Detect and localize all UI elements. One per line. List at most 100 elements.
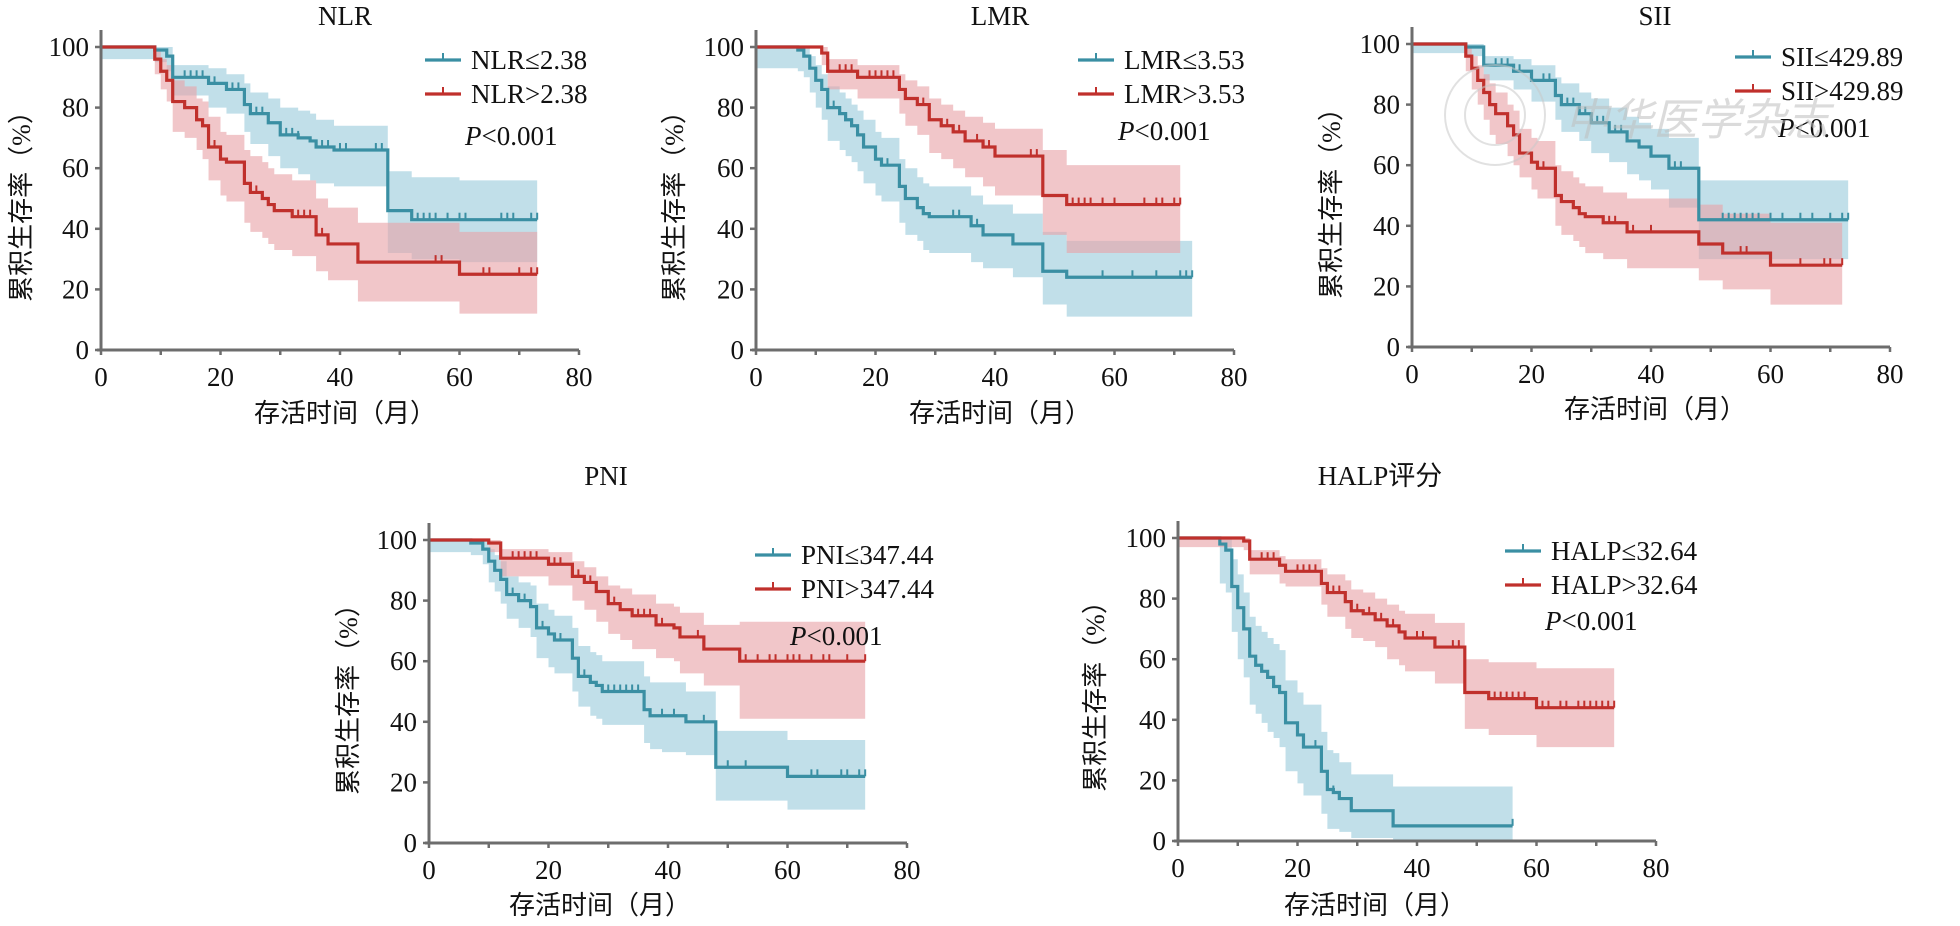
y-tick-label: 20 (62, 274, 89, 304)
y-tick-label: 0 (1387, 332, 1401, 362)
ci-band-high-group (429, 540, 866, 719)
x-tick-label: 60 (1757, 359, 1784, 389)
y-tick-label: 100 (704, 32, 745, 62)
panel-pni: PNI 存活时间（月） 累积生存率（%） 0 20 40 60 80 100 0 20 40 60… (334, 461, 934, 920)
plot-area (429, 538, 867, 810)
y-axis-label: 累积生存率（%） (1081, 588, 1110, 792)
chart-title: LMR (971, 1, 1030, 31)
p-value-text: <0.001 (482, 121, 558, 151)
legend: LMR≤3.53 LMR>3.53 (1078, 45, 1245, 109)
legend-item: NLR≤2.38 (425, 45, 587, 75)
chart-title: SII (1639, 1, 1672, 31)
legend-item: PNI≤347.44 (755, 540, 934, 570)
p-value-text: <0.001 (1135, 116, 1211, 146)
x-tick-label: 20 (1518, 359, 1545, 389)
p-value-symbol: P (1544, 606, 1562, 636)
y-axis-label: 累积生存率（%） (1317, 95, 1346, 299)
plot-area (101, 45, 539, 314)
panel-halp: HALP评分 存活时间（月） 累积生存率（%） 0 20 40 60 80 100 0 20 4… (1081, 461, 1698, 920)
x-tick-label: 20 (1284, 853, 1311, 883)
p-value-text: <0.001 (1795, 113, 1871, 143)
legend-item: HALP≤32.64 (1505, 536, 1698, 566)
y-tick-label: 20 (1373, 271, 1400, 301)
y-tick-label: 100 (1126, 523, 1167, 553)
x-tick-label: 80 (894, 855, 921, 885)
p-value-symbol: P (789, 621, 807, 651)
y-tick-label: 0 (731, 335, 745, 365)
survival-curve-high-group (101, 45, 538, 276)
legend-label: SII≤429.89 (1781, 42, 1903, 72)
survival-curve-high-group (1178, 536, 1615, 710)
y-tick-label: 0 (76, 335, 90, 365)
legend-label: LMR≤3.53 (1124, 45, 1245, 75)
x-tick-label: 40 (982, 362, 1009, 392)
panel-lmr: LMR 存活时间（月） 累积生存率（%） 0 20 40 60 80 100 0 20 40 60… (660, 1, 1248, 428)
y-tick-label: 60 (1139, 644, 1166, 674)
x-tick-label: 0 (422, 855, 436, 885)
x-tick-label: 0 (94, 362, 108, 392)
x-axis-label: 存活时间（月） (509, 891, 691, 920)
ci-band-low-group (1412, 44, 1849, 260)
journal-watermark: 中华医学杂志 (1444, 64, 1835, 166)
x-tick-label: 60 (1523, 853, 1550, 883)
axes: 0 20 40 60 80 100 0 20 40 60 80 (377, 523, 921, 885)
y-tick-label: 60 (1373, 150, 1400, 180)
p-value-text: <0.001 (1562, 606, 1638, 636)
y-tick-label: 0 (404, 828, 418, 858)
x-tick-label: 40 (1638, 359, 1665, 389)
ci-band-high-group (101, 47, 538, 314)
x-axis-label: 存活时间（月） (909, 399, 1091, 428)
seal-inner-ring (1464, 84, 1526, 146)
survival-curve-low-group (101, 45, 538, 222)
x-tick-label: 0 (749, 362, 763, 392)
y-tick-label: 20 (1139, 765, 1166, 795)
p-value-text: <0.001 (807, 621, 883, 651)
legend-item: SII≤429.89 (1735, 42, 1903, 72)
y-tick-label: 20 (717, 274, 744, 304)
legend-item: PNI>347.44 (755, 574, 934, 604)
y-tick-label: 40 (62, 214, 89, 244)
x-axis-label: 存活时间（月） (254, 399, 436, 428)
y-tick-label: 100 (1360, 29, 1401, 59)
x-axis-label: 存活时间（月） (1284, 891, 1466, 920)
y-tick-label: 0 (1153, 826, 1167, 856)
x-tick-label: 80 (1643, 853, 1670, 883)
legend-label: HALP>32.64 (1551, 570, 1698, 600)
legend-label: NLR>2.38 (471, 79, 587, 109)
seal-icon (1444, 64, 1546, 166)
y-tick-label: 80 (717, 93, 744, 123)
ci-band-high-group (756, 47, 1181, 254)
y-tick-label: 60 (62, 153, 89, 183)
p-value: P<0.001 (464, 121, 557, 151)
x-axis-label: 存活时间（月） (1564, 395, 1746, 424)
x-tick-label: 60 (774, 855, 801, 885)
y-tick-label: 40 (390, 707, 417, 737)
p-value-symbol: P (1777, 113, 1795, 143)
chart-title: PNI (584, 461, 628, 491)
legend: PNI≤347.44 PNI>347.44 (755, 540, 934, 604)
y-tick-label: 40 (1139, 705, 1166, 735)
p-value-symbol: P (1117, 116, 1135, 146)
x-tick-label: 80 (1221, 362, 1248, 392)
legend-label: PNI≤347.44 (801, 540, 934, 570)
y-tick-label: 40 (717, 214, 744, 244)
ci-band-low-group (101, 47, 538, 263)
y-tick-label: 80 (62, 93, 89, 123)
panel-nlr: NLR 存活时间（月） 累积生存率（%） 0 20 40 60 80 100 0 20 40 60… (7, 1, 593, 428)
legend: SII≤429.89 SII>429.89 (1735, 42, 1903, 106)
x-tick-label: 40 (327, 362, 354, 392)
x-tick-label: 20 (207, 362, 234, 392)
y-tick-label: 60 (390, 646, 417, 676)
chart-title: NLR (318, 1, 372, 31)
plot-area (1178, 536, 1616, 841)
legend-item: NLR>2.38 (425, 79, 587, 109)
ci-band-low-group (1178, 538, 1513, 841)
y-tick-label: 80 (390, 586, 417, 616)
p-value: P<0.001 (1544, 606, 1637, 636)
legend-label: SII>429.89 (1781, 76, 1903, 106)
survival-curve-high-group (1412, 42, 1843, 267)
p-value: P<0.001 (1117, 116, 1210, 146)
y-axis-label: 累积生存率（%） (334, 591, 363, 795)
x-tick-label: 40 (1404, 853, 1431, 883)
